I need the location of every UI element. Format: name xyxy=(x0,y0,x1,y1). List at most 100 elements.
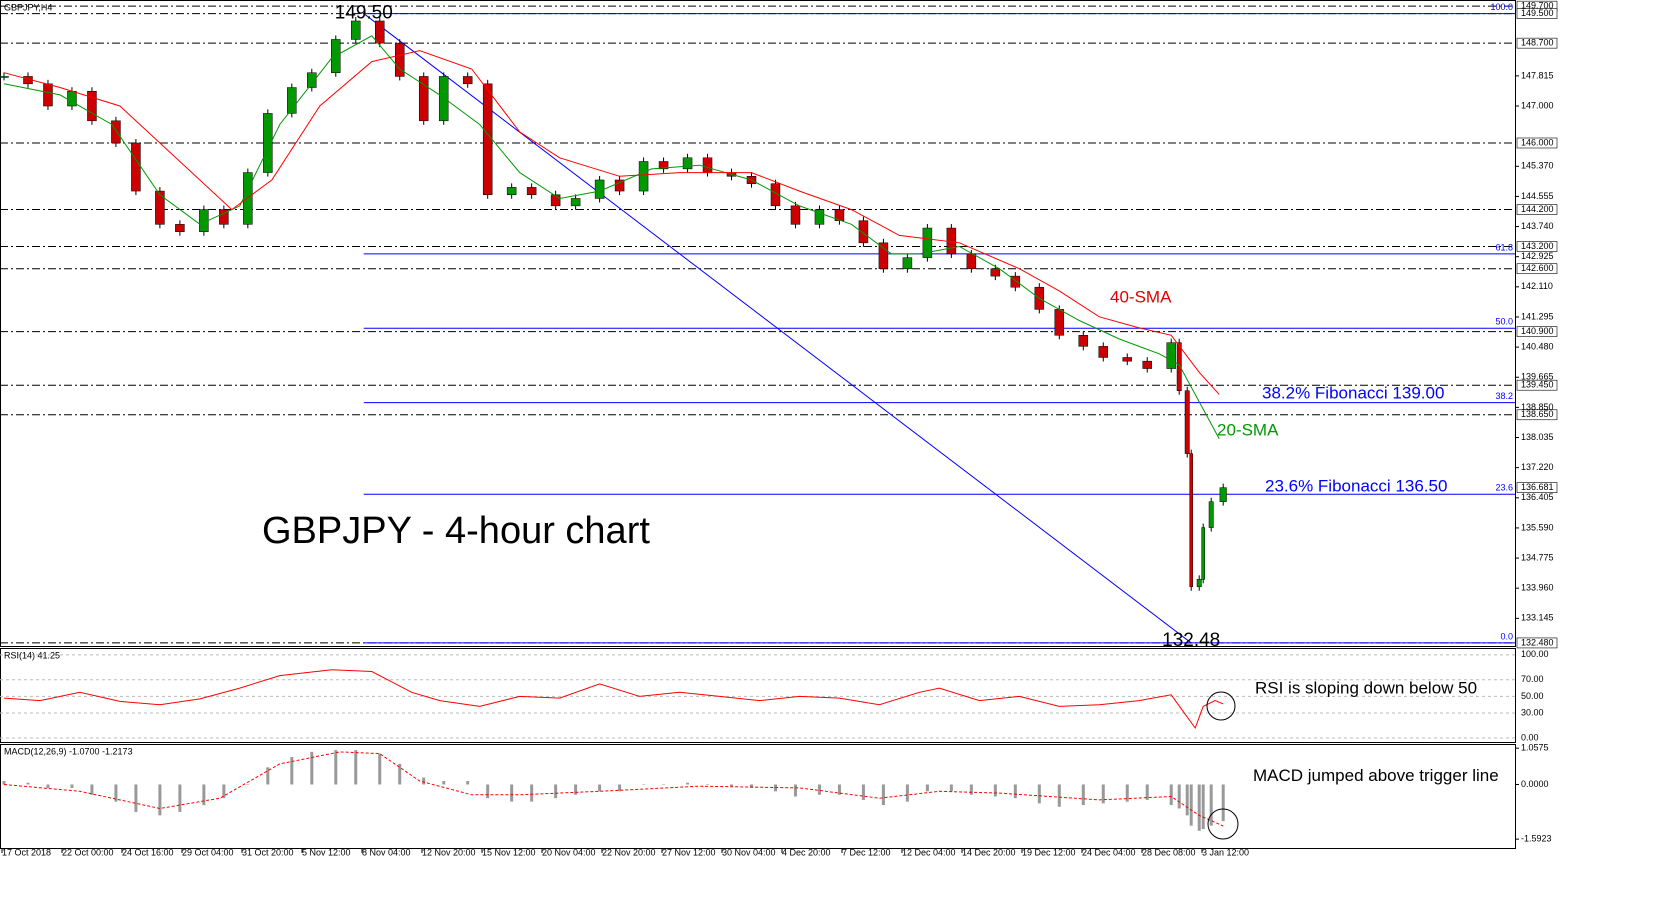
macd-frame xyxy=(0,744,1516,849)
macd-bar xyxy=(925,784,929,792)
candle xyxy=(902,257,913,269)
macd-bar xyxy=(266,767,270,785)
candle xyxy=(526,187,537,196)
macd-bar xyxy=(70,784,74,788)
x-tick-label: 5 Nov 12:00 xyxy=(302,847,351,857)
macd-bar xyxy=(530,784,534,802)
candle xyxy=(418,76,429,122)
macd-bar xyxy=(1177,784,1181,809)
candle xyxy=(814,209,825,225)
macd-bar xyxy=(354,750,358,785)
macd-bar xyxy=(793,784,797,797)
macd-bar xyxy=(1013,784,1017,799)
macd-bar xyxy=(554,784,558,799)
y-tick-label: 147.000 xyxy=(1521,100,1554,110)
y-tick-label: 134.775 xyxy=(1521,552,1554,562)
x-tick-label: 12 Nov 20:00 xyxy=(422,847,476,857)
macd-bar xyxy=(881,784,885,806)
x-tick-label: 19 Dec 12:00 xyxy=(1022,847,1076,857)
candle xyxy=(131,142,141,192)
y-tick-label: 139.665 xyxy=(1521,372,1554,382)
level-label: 149.700 xyxy=(1521,1,1554,11)
chart-title: GBPJPY - 4-hour chart xyxy=(262,510,650,552)
macd-bar xyxy=(442,781,446,785)
macd-bar xyxy=(686,782,690,785)
level-box xyxy=(1516,379,1558,391)
macd-bar xyxy=(1201,784,1205,830)
rsi-annotation: RSI is sloping down below 50 xyxy=(1255,678,1477,697)
macd-tick-label: 0.0000 xyxy=(1521,779,1549,789)
candle xyxy=(682,157,693,170)
macd-bar xyxy=(1169,784,1173,806)
macd-bar xyxy=(618,784,622,792)
fib-label: 0.0 xyxy=(1500,631,1513,641)
candle xyxy=(351,20,361,40)
rsi-line xyxy=(3,669,1224,730)
macd-bar xyxy=(949,784,953,792)
y-tick-label: 145.370 xyxy=(1521,161,1554,171)
last-price-label: 136.681 xyxy=(1521,482,1554,492)
fib-annotation: 23.6% Fibonacci 136.50 xyxy=(1265,476,1447,495)
macd-bar xyxy=(905,784,909,802)
macd-bar xyxy=(26,782,30,785)
y-tick-label: 140.480 xyxy=(1521,341,1554,351)
candle xyxy=(1208,501,1214,528)
rsi-frame xyxy=(0,648,1516,743)
y-tick-label: 135.590 xyxy=(1521,522,1554,532)
candle xyxy=(990,268,1001,277)
y-tick-label: 142.925 xyxy=(1521,251,1554,261)
x-tick-label: 24 Oct 16:00 xyxy=(122,847,174,857)
candle xyxy=(307,72,317,88)
candle xyxy=(0,76,9,78)
macd-bar xyxy=(1189,784,1193,826)
candle xyxy=(1142,360,1152,369)
rsi-tick-label: 0.00 xyxy=(1521,732,1539,742)
level-box xyxy=(1516,263,1558,275)
x-tick-label: 29 Oct 04:00 xyxy=(182,847,234,857)
macd-bar xyxy=(574,784,578,795)
level-label: 146.000 xyxy=(1521,137,1554,147)
macd-bar xyxy=(2,781,6,785)
rsi-tick-label: 30.00 xyxy=(1521,707,1544,717)
candle xyxy=(1201,527,1205,580)
macd-bar xyxy=(598,784,602,792)
rsi-tick-label: 50.00 xyxy=(1521,691,1544,701)
candle xyxy=(858,220,869,244)
candle xyxy=(1054,309,1065,336)
macd-bar xyxy=(750,784,754,788)
candle xyxy=(922,227,933,258)
low-label: 132.48 xyxy=(1162,630,1220,651)
main-frame xyxy=(0,0,1516,647)
macd-bar xyxy=(222,784,226,799)
macd-bar xyxy=(1101,784,1105,804)
macd-bar xyxy=(1057,784,1061,807)
candle xyxy=(1010,275,1021,288)
y-tick-label: 147.815 xyxy=(1521,70,1554,80)
y-tick-label: 144.555 xyxy=(1521,191,1554,201)
candle xyxy=(1189,453,1193,587)
candle xyxy=(966,253,977,269)
level-label: 143.200 xyxy=(1521,241,1554,251)
fib-annotation: 38.2% Fibonacci 139.00 xyxy=(1262,383,1444,402)
macd-bar xyxy=(466,781,470,785)
macd-bar xyxy=(1081,784,1085,806)
sma-line xyxy=(3,35,1220,440)
candle xyxy=(1078,335,1089,347)
level-box xyxy=(1516,326,1558,337)
fib-label: 61.8 xyxy=(1495,242,1513,252)
macd-bar xyxy=(1221,784,1225,822)
x-tick-label: 14 Dec 20:00 xyxy=(962,847,1016,857)
macd-bar xyxy=(1037,784,1041,804)
y-tick-label: 133.145 xyxy=(1521,613,1554,623)
y-tick-label: 138.035 xyxy=(1521,432,1554,442)
macd-bar xyxy=(310,751,314,785)
x-tick-label: 8 Nov 04:00 xyxy=(362,847,411,857)
macd-bar xyxy=(422,777,426,785)
candle xyxy=(175,224,185,232)
macd-bar xyxy=(114,784,118,802)
level-box xyxy=(1516,204,1558,215)
candle xyxy=(263,113,273,173)
macd-bar xyxy=(993,784,997,797)
rsi-tick-label: 70.00 xyxy=(1521,674,1544,684)
